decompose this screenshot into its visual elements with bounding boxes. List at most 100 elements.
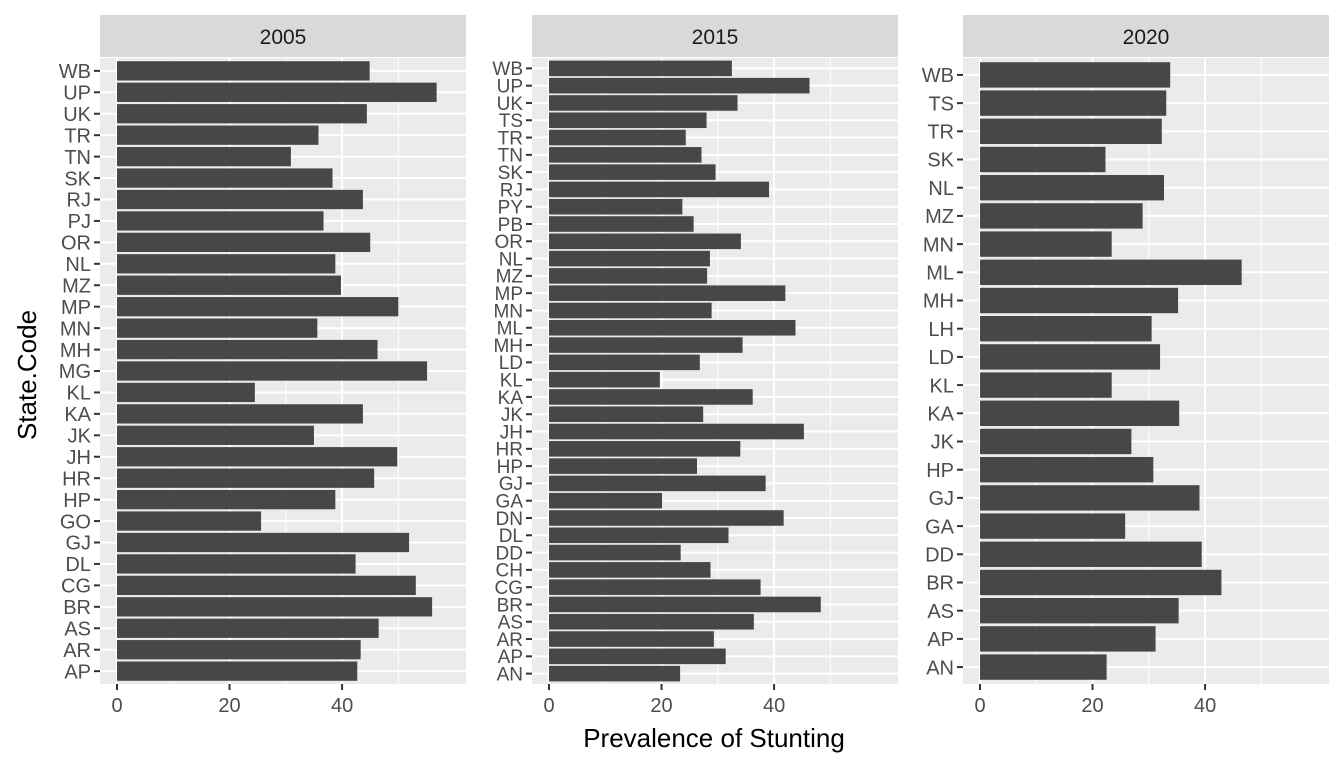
bar-2020-KL	[980, 372, 1112, 398]
bar-2015-DD	[549, 544, 681, 561]
facet-panel-2015: 2015 ANAPARASBRCGCHDDDLDNGAGJHPHRJHJKKAKL…	[492, 15, 898, 717]
y-tick-label: SK	[498, 163, 524, 184]
facet-strip-label: 2015	[692, 26, 739, 49]
y-axis-title: State.Code	[12, 310, 42, 440]
bar-2015-TN	[549, 147, 702, 163]
bar-2020-AN	[980, 654, 1107, 680]
facet-panel-2005: 2005 APARASBRCGDLGJGOHPHRJHJKKAKLMGMHMNMP…	[59, 15, 466, 717]
bar-2015-MZ	[549, 268, 708, 284]
bar-2015-BR	[549, 596, 821, 613]
bar-2005-CG	[117, 575, 416, 596]
bar-2020-DD	[980, 541, 1202, 567]
bar-2015-CH	[549, 562, 711, 578]
bar-2005-MP	[117, 297, 399, 317]
bar-2005-MZ	[117, 275, 341, 295]
y-tick-label: RJ	[500, 180, 523, 201]
y-tick-label: DD	[925, 544, 954, 566]
bar-2020-LH	[980, 316, 1152, 342]
y-tick-label: PY	[498, 198, 524, 219]
y-tick-label: MZ	[62, 275, 91, 297]
y-tick-label: NL	[65, 254, 91, 276]
bar-2020-MN	[980, 231, 1112, 257]
y-tick-label: AN	[926, 657, 954, 679]
x-tick-label: 20	[218, 695, 240, 717]
bar-2005-GJ	[117, 532, 410, 553]
bar-2005-KL	[117, 382, 255, 403]
bar-2020-BR	[980, 569, 1222, 596]
y-tick-label: LH	[928, 319, 954, 341]
y-tick-label: AP	[498, 647, 523, 668]
y-tick-label: MH	[923, 291, 954, 313]
bar-2015-KL	[549, 371, 660, 388]
bar-2005-JK	[117, 425, 314, 445]
y-tick-label: TN	[498, 146, 523, 167]
bar-2005-AP	[117, 661, 358, 681]
bar-2005-UP	[117, 82, 437, 102]
x-tick-label: 0	[543, 695, 554, 717]
y-tick-label: CH	[496, 561, 523, 582]
y-tick-label: MZ	[496, 267, 524, 288]
y-tick-label: AS	[927, 601, 954, 623]
bar-2020-AS	[980, 597, 1179, 624]
bar-2015-AS	[549, 613, 754, 630]
y-tick-label: DL	[499, 526, 523, 547]
bar-2020-MH	[980, 287, 1179, 314]
bar-2015-SK	[549, 164, 716, 180]
y-tick-label: GO	[60, 511, 91, 533]
y-tick-label: KA	[498, 388, 524, 409]
y-tick-label: DN	[496, 509, 523, 530]
bar-2015-DL	[549, 527, 729, 544]
bar-2015-KA	[549, 389, 753, 405]
x-tick-label: 40	[331, 695, 353, 717]
bar-2005-PJ	[117, 211, 324, 231]
y-tick-label: UK	[63, 104, 91, 126]
bar-2015-NL	[549, 250, 710, 267]
x-axis-title: Prevalence of Stunting	[583, 723, 845, 753]
bar-2015-HR	[549, 441, 741, 457]
bar-2020-ML	[980, 259, 1242, 285]
bar-2015-MN	[549, 302, 712, 319]
y-tick-label: LD	[928, 347, 954, 369]
y-tick-label: KA	[64, 404, 91, 426]
bar-2005-AS	[117, 618, 379, 638]
bar-2015-RJ	[549, 181, 770, 198]
y-tick-label: MN	[923, 234, 954, 256]
x-tick-label: 0	[111, 695, 122, 717]
bar-2015-ML	[549, 319, 796, 336]
bar-2005-MN	[117, 318, 318, 338]
bar-2015-LD	[549, 354, 700, 371]
bar-2020-WB	[980, 62, 1171, 88]
bar-2020-NL	[980, 175, 1165, 201]
y-tick-label: GA	[925, 516, 955, 538]
bar-2020-SK	[980, 146, 1106, 173]
bar-2020-KA	[980, 400, 1180, 426]
bar-2005-RJ	[117, 189, 363, 210]
y-tick-label: HR	[496, 440, 523, 461]
bar-2005-JH	[117, 447, 398, 467]
y-tick-label: AR	[497, 630, 523, 651]
y-tick-label: ML	[926, 263, 954, 285]
y-tick-label: AR	[63, 640, 91, 662]
bar-2005-OR	[117, 232, 371, 253]
bar-2015-MH	[549, 337, 743, 353]
bar-2005-AR	[117, 640, 361, 660]
facet-strip	[532, 15, 898, 57]
bar-2015-PY	[549, 198, 683, 215]
x-tick-label: 0	[974, 695, 985, 717]
bar-2015-WB	[549, 60, 732, 77]
bar-2015-CG	[549, 579, 761, 595]
y-tick-label: MN	[493, 301, 523, 322]
bar-2005-NL	[117, 254, 336, 274]
bar-2005-WB	[117, 61, 370, 81]
y-tick-label: JH	[67, 447, 91, 469]
bar-2020-JK	[980, 428, 1132, 455]
y-tick-label: OR	[61, 233, 91, 255]
y-tick-label: HP	[497, 457, 523, 478]
x-tick-label: 20	[650, 695, 672, 717]
x-tick-label: 40	[1194, 695, 1216, 717]
y-tick-label: SK	[927, 150, 954, 172]
y-tick-label: JK	[68, 426, 92, 448]
y-tick-label: AS	[64, 618, 91, 640]
y-tick-label: RJ	[67, 190, 91, 212]
